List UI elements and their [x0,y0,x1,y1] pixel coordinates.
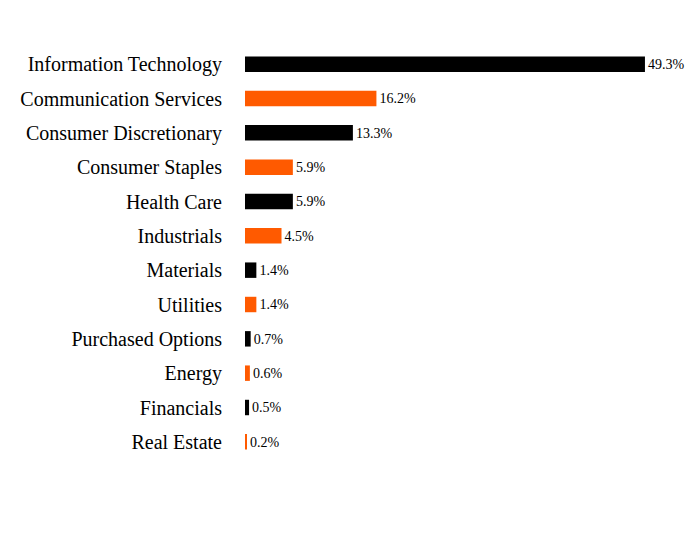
svg-text:Financials: Financials [140,397,222,419]
svg-text:Industrials: Industrials [138,225,223,247]
svg-text:0.5%: 0.5% [252,399,282,415]
svg-text:1.4%: 1.4% [259,262,289,278]
svg-text:49.3%: 49.3% [648,56,685,72]
svg-text:13.3%: 13.3% [356,125,393,141]
svg-text:5.9%: 5.9% [296,193,326,209]
svg-text:Materials: Materials [146,259,222,281]
svg-text:Communication Services: Communication Services [20,88,222,110]
svg-text:0.6%: 0.6% [253,365,283,381]
svg-text:Consumer Discretionary: Consumer Discretionary [26,122,222,145]
svg-text:Information Technology: Information Technology [28,53,222,76]
svg-text:Purchased Options: Purchased Options [71,328,222,351]
svg-text:1.4%: 1.4% [259,296,289,312]
svg-text:Utilities: Utilities [158,294,223,316]
svg-text:0.2%: 0.2% [250,434,280,450]
svg-text:5.9%: 5.9% [296,159,326,175]
svg-text:16.2%: 16.2% [379,90,416,106]
svg-text:Energy: Energy [165,362,222,385]
svg-text:Consumer Staples: Consumer Staples [77,156,222,179]
svg-text:4.5%: 4.5% [285,228,315,244]
svg-text:Health Care: Health Care [126,191,222,213]
svg-text:0.7%: 0.7% [254,331,284,347]
svg-text:Real Estate: Real Estate [131,431,222,453]
